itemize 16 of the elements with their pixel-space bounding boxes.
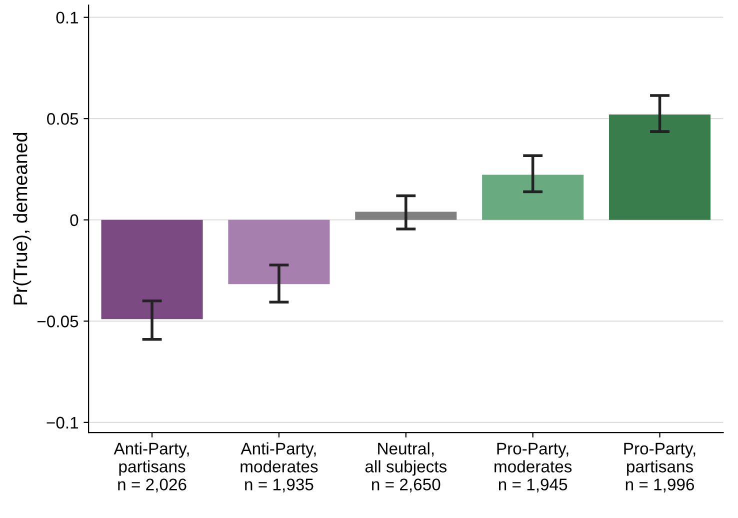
y-tick-label: −0.05 bbox=[37, 316, 78, 328]
x-tick-label: Pro-Party, partisans n = 1,996 bbox=[624, 442, 696, 492]
x-tick-label: Neutral, all subjects n = 2,650 bbox=[365, 442, 447, 492]
bar bbox=[355, 212, 457, 220]
y-tick-label: 0.05 bbox=[47, 113, 78, 125]
bar bbox=[228, 220, 330, 284]
bar bbox=[482, 174, 584, 220]
y-tick-label: −0.1 bbox=[46, 416, 78, 429]
x-tick-label: Anti-Party, moderates n = 1,935 bbox=[240, 442, 318, 492]
y-axis-title: Pr(True), demeaned bbox=[12, 132, 32, 304]
x-tick-label: Anti-Party, partisans n = 2,026 bbox=[114, 442, 189, 492]
bar bbox=[101, 220, 203, 320]
x-tick-label: Pro-Party, moderates n = 1,945 bbox=[494, 442, 572, 492]
bar bbox=[609, 114, 711, 220]
y-tick-label: 0 bbox=[70, 214, 78, 226]
y-tick-label: 0.1 bbox=[56, 12, 78, 24]
